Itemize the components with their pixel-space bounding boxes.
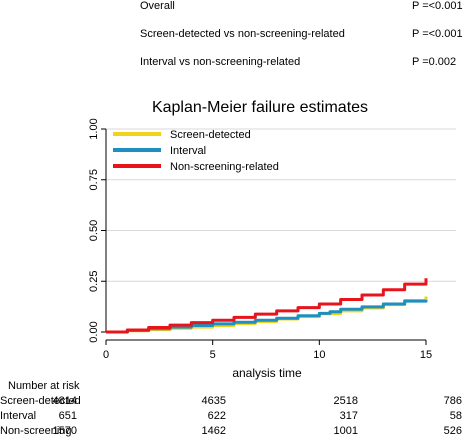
risk-row-label: Screen-detected <box>0 395 81 407</box>
risk-row-label: Non-screening <box>0 425 72 437</box>
stat-label: Screen-detected vs non-screening-related <box>140 28 345 40</box>
legend-label: Screen-detected <box>170 129 251 141</box>
stat-p-value: P =<0.001 <box>412 28 463 40</box>
y-tick-label: 0.50 <box>88 220 100 241</box>
risk-value: 4814 <box>52 395 77 407</box>
legend-label: Interval <box>170 145 206 157</box>
legend: Screen-detected Interval Non-screening-rel… <box>113 129 279 173</box>
axes: 0.00 0.25 0.50 0.75 1.00 0 5 10 15 <box>88 118 432 361</box>
risk-value: 622 <box>207 410 226 422</box>
series-lines <box>106 278 428 334</box>
risk-value: 1462 <box>201 425 226 437</box>
y-tick-label: 0.25 <box>88 271 100 292</box>
risk-table: Number at risk Screen-detected 4814 4635… <box>0 380 473 438</box>
kaplan-meier-chart: Kaplan-Meier failure estimates 0.000.250… <box>88 99 456 380</box>
risk-value: 1570 <box>52 425 77 437</box>
grid-lines <box>106 128 456 282</box>
risk-row-label: Interval <box>0 410 37 422</box>
risk-value: 2518 <box>333 395 358 407</box>
y-tick-label: 1.00 <box>88 118 100 139</box>
risk-value: 317 <box>339 410 358 422</box>
risk-value: 58 <box>449 410 462 422</box>
x-tick-label: 0 <box>103 349 109 361</box>
risk-value: 4635 <box>201 395 226 407</box>
risk-row: Non-screening 1570 1462 1001 526 <box>0 425 473 438</box>
stat-p-value: P =<0.001 <box>412 0 463 12</box>
series-line-2 <box>106 278 428 334</box>
risk-row: Screen-detected 4814 4635 2518 786 <box>0 395 473 408</box>
stat-p-value: P =0.002 <box>412 56 457 68</box>
risk-row: Interval 651 622 317 58 <box>0 410 473 423</box>
x-tick-label: 15 <box>420 349 432 361</box>
risk-value: 1001 <box>333 425 358 437</box>
stat-label: Overall <box>140 0 175 12</box>
risk-value: 651 <box>58 410 77 422</box>
x-tick-label: 10 <box>313 349 325 361</box>
legend-label: Non-screening-related <box>170 161 279 173</box>
y-tick-label: 0.00 <box>88 321 100 342</box>
y-tick-label: 0.75 <box>88 169 100 190</box>
chart-title: Kaplan-Meier failure estimates <box>152 99 368 116</box>
risk-value: 526 <box>443 425 462 437</box>
risk-value: 786 <box>443 395 462 407</box>
x-tick-label: 5 <box>210 349 216 361</box>
risk-table-title: Number at risk <box>8 380 80 392</box>
x-axis-label: analysis time <box>232 366 302 380</box>
stat-label: Interval vs non-screening-related <box>140 56 301 68</box>
